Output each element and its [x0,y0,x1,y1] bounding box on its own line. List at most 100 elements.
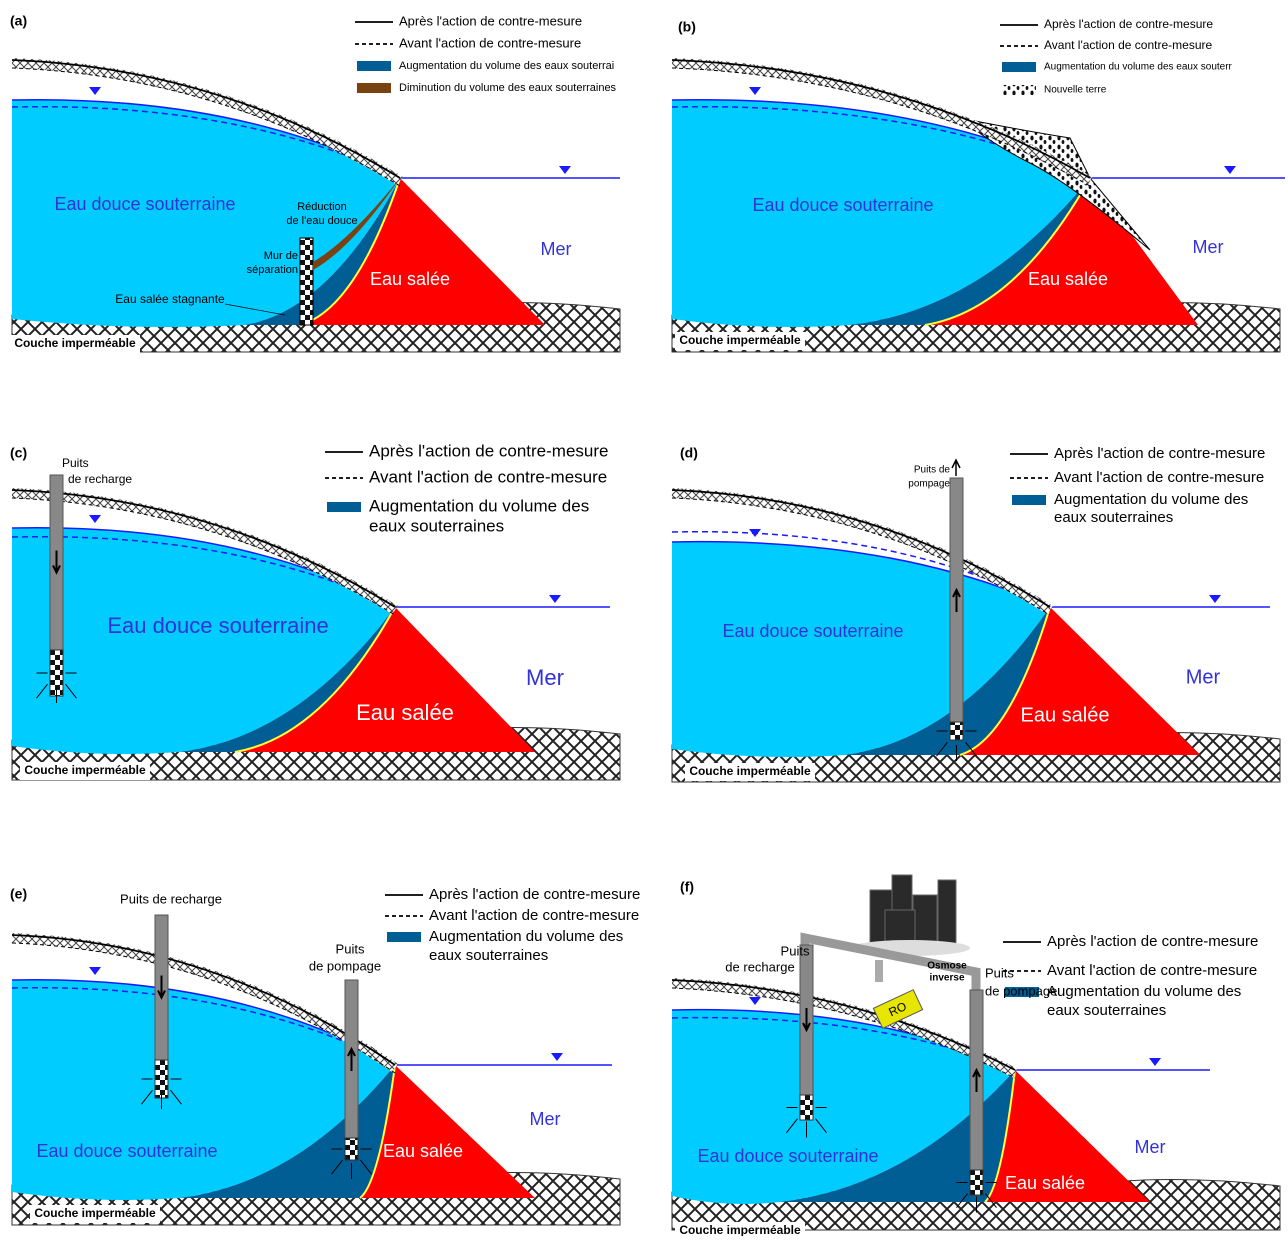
legend-text: Avant l'action de contre-mesure [399,35,581,50]
ground-hatch [671,58,1093,186]
annotation: Couche imperméable [14,336,136,350]
annotation: Réduction [297,201,347,213]
ground-before [11,67,401,187]
annotation: Mer [526,665,564,690]
legend-text: Avant l'action de contre-mesure [429,907,639,924]
seepage-arrow [985,1193,997,1209]
legend-text: Après l'action de contre-mesure [429,886,640,903]
salt-water [985,1070,1150,1202]
annotation: Mur de [264,250,298,262]
annotation: Puits [985,965,1014,980]
annotation: Couche imperméable [689,764,811,778]
panel: (c) Après l'action de contre-mesure Avant … [10,441,621,781]
level-marker [749,997,761,1005]
level-marker [551,1053,563,1061]
seepage-arrow [965,741,977,757]
groundwater-increase [850,178,1090,325]
legend-text: Nouvelle terre [1044,85,1107,96]
well-screen [949,721,964,741]
annotation: Puits de [914,465,951,476]
level-marker [1224,166,1236,174]
flow-arrow [972,1067,981,1092]
ro-unit [872,989,924,1029]
legend-text: Augmentation du volume des [429,928,623,945]
panel-label: (c) [10,445,27,461]
water-table-before [11,105,401,179]
fresh-groundwater [12,979,395,1200]
annotation: Mer [541,239,572,259]
label-bg [30,1205,160,1223]
ground-hatch [671,488,1053,615]
ground-hatch [11,488,398,615]
label-bg [675,332,805,350]
interface-line [234,606,396,753]
annotation: Mer [1135,1137,1166,1157]
pointer [224,303,286,316]
legend-text: eaux souterraines [429,947,548,964]
panel-label: (f) [680,879,694,895]
well-screen [154,1059,169,1099]
groundwater-increase [180,607,395,752]
legend-swatch [1002,85,1036,95]
legend-text: Diminution du volume des eaux souterrain… [399,82,617,94]
seepage-arrow [936,741,948,757]
annotation: Eau salée [1021,704,1110,726]
legend-text: Augmentation du volume des [369,496,589,515]
legend-text: eaux souterraines [1054,509,1173,526]
label-bg [10,335,140,353]
interface-line [359,1064,396,1199]
freshwater-reduction [313,178,400,270]
label-bg [685,763,815,781]
annotation: Osmose [927,961,967,972]
building [912,894,938,946]
seepage-arrow [170,1089,182,1105]
level-marker [749,87,761,95]
legend-swatch [1005,987,1039,997]
well [799,944,814,1121]
seepage-arrow [360,1159,372,1175]
legend-text: Après l'action de contre-mesure [399,13,582,28]
annotation: de recharge [725,959,794,974]
flow-arrow [952,587,961,612]
legend-text: eaux souterraines [1047,1002,1166,1019]
annotation: Eau douce souterraine [697,1146,878,1166]
pipe-up [875,960,883,982]
separation-wall [299,237,314,326]
pipe [800,932,981,996]
annotation: Eau douce souterraine [36,1141,217,1161]
flow-arrow [951,458,961,476]
annotation: Puits [781,943,810,958]
panel-label: (e) [10,886,27,902]
annotation: Puits [336,941,365,956]
label-bg [20,762,150,780]
seepage-arrow [956,1193,968,1209]
annotation: Couche imperméable [34,1206,156,1220]
level-marker [89,515,101,523]
annotation: de pompage [309,958,381,973]
flow-arrow [157,975,166,1000]
legend-swatch [1012,495,1046,505]
groundwater-increase [180,1065,395,1198]
seepage-arrow [36,683,48,699]
groundwater-increase [780,1070,1015,1202]
ground-surface [11,59,401,179]
annotation: Mer [530,1109,561,1129]
panel-label: (b) [678,19,696,35]
annotation: Eau douce souterraine [54,194,235,214]
flow-arrow [347,1046,356,1071]
interface-line [924,177,1091,326]
legend-text: eaux souterraines [369,516,504,535]
ground-before [671,67,1091,187]
annotation: de recharge [68,472,132,486]
fresh-groundwater [672,1009,1015,1204]
legend-swatch [357,61,391,71]
annotation: Mer [1186,666,1221,688]
annotation: de l'eau douce [286,215,357,227]
legend-text: Augmentation du volume des [1047,983,1241,1000]
level-marker [1209,595,1221,603]
legend-text: Avant l'action de contre-mesure [1054,469,1264,486]
panel: (a) Après l'action de contre-mesure Avant … [10,13,621,353]
legend-swatch [1002,62,1036,72]
annotation: de pompage [985,983,1057,998]
annotation: Eau douce souterraine [752,195,933,215]
